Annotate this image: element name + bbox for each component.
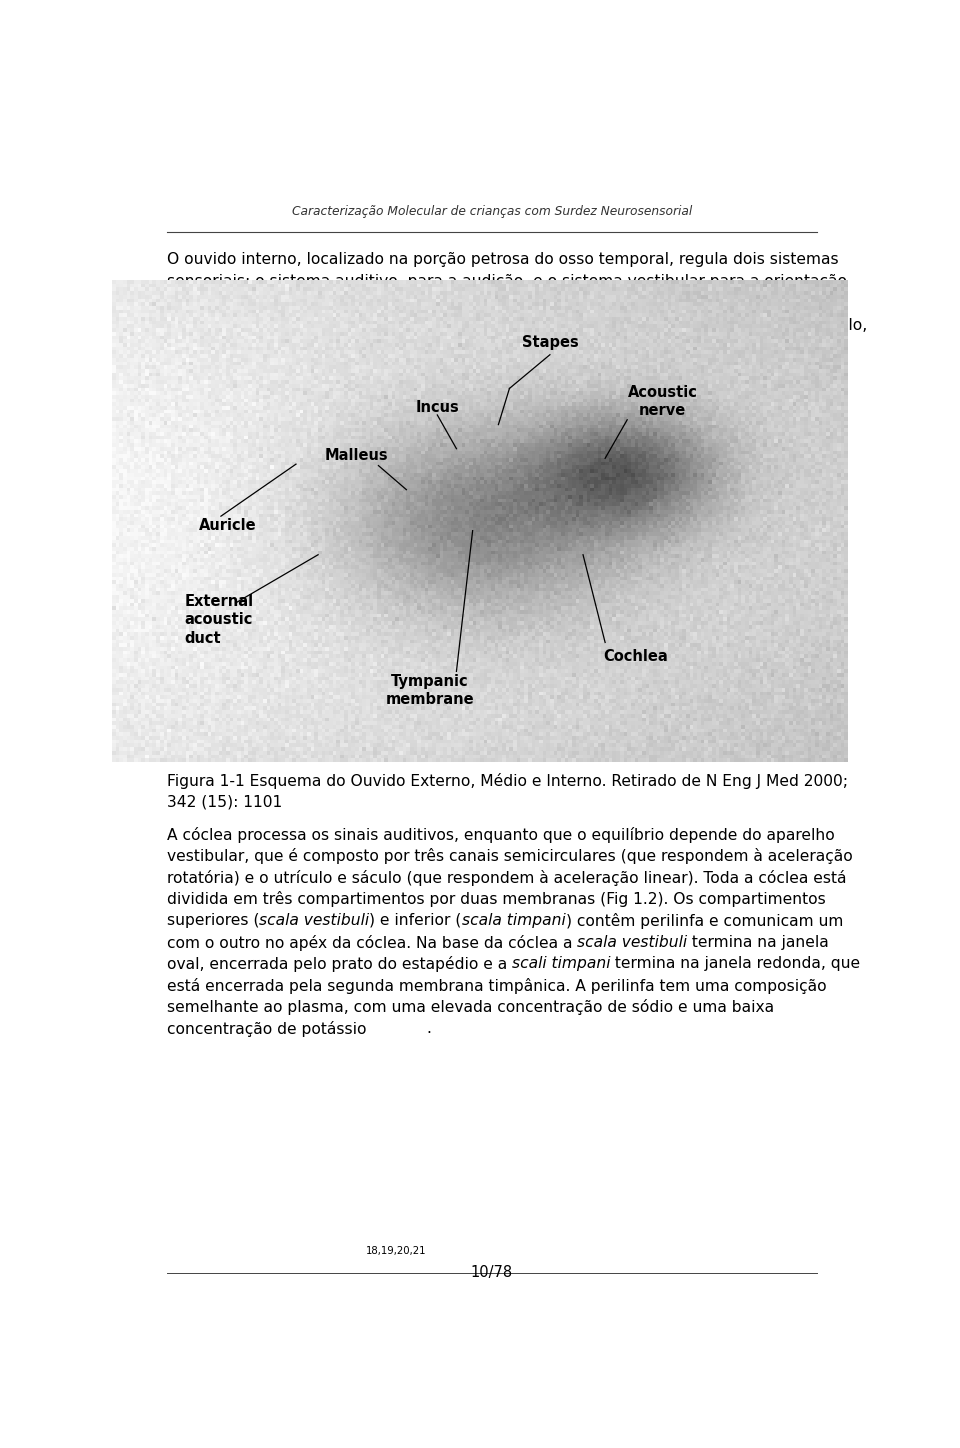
- Text: Incus: Incus: [416, 400, 459, 416]
- Text: Acoustic
nerve: Acoustic nerve: [628, 385, 698, 418]
- Text: Auricle: Auricle: [199, 518, 256, 533]
- Text: ) contêm perilinfa e comunicam um: ) contêm perilinfa e comunicam um: [565, 912, 843, 930]
- Text: oval, encerrada pelo prato do estapédio e a: oval, encerrada pelo prato do estapédio …: [167, 956, 512, 972]
- Text: 18,19,20,21: 18,19,20,21: [367, 1245, 427, 1255]
- Text: espacial e equilíbrio. O ouvido interno é formado pelo labirinto ósseo e membran: espacial e equilíbrio. O ouvido interno …: [167, 295, 847, 311]
- Text: dividida em três compartimentos por duas membranas (Fig 1.2). Os compartimentos: dividida em três compartimentos por duas…: [167, 892, 826, 908]
- Text: vestibular, que é composto por três canais semicirculares (que respondem à acele: vestibular, que é composto por três cana…: [167, 849, 852, 864]
- Text: sensoriais: o sistema auditivo, para a audição, e o sistema vestibular para a or: sensoriais: o sistema auditivo, para a a…: [167, 274, 847, 288]
- Text: O ouvido interno, localizado na porção petrosa do osso temporal, regula dois sis: O ouvido interno, localizado na porção p…: [167, 252, 838, 268]
- Text: com o outro no apéx da cóclea. Na base da cóclea a: com o outro no apéx da cóclea. Na base d…: [167, 934, 577, 950]
- Text: labirinto ósseo está preenchido por fluido (perilinfa) e contém três cavidades: : labirinto ósseo está preenchido por flui…: [167, 317, 867, 333]
- Text: Stapes: Stapes: [521, 334, 578, 350]
- Text: scala timpani: scala timpani: [462, 912, 565, 928]
- Text: 10/78: 10/78: [471, 1266, 513, 1280]
- Text: scala vestibuli: scala vestibuli: [259, 912, 370, 928]
- Text: semelhante ao plasma, com uma elevada concentração de sódio e uma baixa: semelhante ao plasma, com uma elevada co…: [167, 999, 774, 1015]
- Text: ) e inferior (: ) e inferior (: [370, 912, 462, 928]
- Text: scali timpani: scali timpani: [512, 956, 611, 972]
- Text: scala vestibuli: scala vestibuli: [577, 934, 687, 950]
- Text: termina na janela: termina na janela: [687, 934, 829, 950]
- Text: Tympanic
membrane: Tympanic membrane: [386, 673, 474, 708]
- Text: está encerrada pela segunda membrana timpânica. A perilinfa tem uma composição: está encerrada pela segunda membrana tim…: [167, 977, 827, 993]
- Text: superiores (: superiores (: [167, 912, 259, 928]
- Text: rotatória) e o utrículo e sáculo (que respondem à aceleração linear). Toda a cóc: rotatória) e o utrículo e sáculo (que re…: [167, 870, 847, 886]
- Text: A cóclea processa os sinais auditivos, enquanto que o equilíbrio depende do apar: A cóclea processa os sinais auditivos, e…: [167, 827, 834, 843]
- Text: concentração de potássio: concentração de potássio: [167, 1021, 367, 1037]
- Text: Figura 1-1 Esquema do Ouvido Externo, Médio e Interno. Retirado de N Eng J Med 2: Figura 1-1 Esquema do Ouvido Externo, Mé…: [167, 773, 848, 789]
- Text: Caracterização Molecular de crianças com Surdez Neurosensorial: Caracterização Molecular de crianças com…: [292, 204, 692, 217]
- Text: .: .: [427, 1021, 432, 1035]
- Text: termina na janela redonda, que: termina na janela redonda, que: [611, 956, 860, 972]
- Text: Malleus: Malleus: [324, 449, 388, 463]
- Text: Cochlea: Cochlea: [604, 649, 668, 665]
- Text: 342 (15): 1101: 342 (15): 1101: [167, 795, 282, 809]
- Text: External
acoustic
duct: External acoustic duct: [184, 594, 253, 646]
- Text: a cóclea e os canais semicirculares, com o sáculo e o utrículo (Fig 1.1).: a cóclea e os canais semicirculares, com…: [167, 339, 718, 355]
